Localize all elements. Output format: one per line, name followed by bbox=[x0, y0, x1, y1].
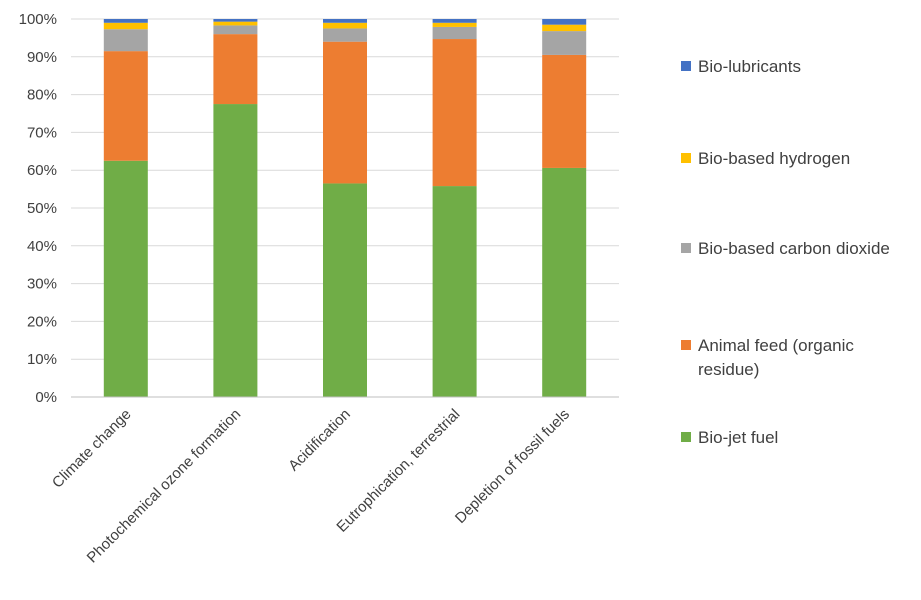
bar-segment bbox=[542, 24, 587, 32]
bar-segment bbox=[103, 19, 148, 23]
bar-segment bbox=[213, 21, 258, 26]
bar-segment bbox=[103, 160, 148, 397]
legend-label: Animal feed (organic bbox=[698, 336, 854, 355]
legend-swatch bbox=[681, 153, 691, 163]
legend-label: Bio-lubricants bbox=[698, 57, 801, 76]
y-tick-label: 30% bbox=[27, 276, 57, 293]
y-tick-label: 0% bbox=[35, 389, 57, 406]
bar-segment bbox=[323, 22, 367, 29]
bar-segment bbox=[323, 183, 367, 397]
y-tick-label: 100% bbox=[19, 11, 57, 28]
legend-swatch bbox=[681, 340, 691, 350]
y-tick-label: 40% bbox=[27, 238, 57, 255]
bar-segment bbox=[432, 26, 477, 40]
bar-segment bbox=[213, 19, 258, 22]
x-tick-label: Depletion of fossil fuels bbox=[452, 406, 573, 527]
bar-segment bbox=[432, 186, 477, 397]
legend-label: Bio-jet fuel bbox=[698, 428, 778, 447]
y-tick-label: 90% bbox=[27, 49, 57, 66]
legend-swatch bbox=[681, 243, 691, 253]
y-tick-label: 50% bbox=[27, 200, 57, 217]
bar-segment bbox=[213, 25, 258, 35]
y-tick-label: 70% bbox=[27, 124, 57, 141]
bar-segment bbox=[432, 19, 477, 23]
bar-segment bbox=[213, 34, 258, 105]
bar-segment bbox=[323, 41, 367, 184]
legend-swatch bbox=[681, 61, 691, 71]
bar-segment bbox=[432, 22, 477, 27]
y-tick-label: 80% bbox=[27, 87, 57, 104]
bar-segment bbox=[432, 39, 477, 187]
x-tick-label: Eutrophication, terrestrial bbox=[333, 406, 463, 536]
legend-label: residue) bbox=[698, 360, 759, 379]
legend-swatch bbox=[681, 432, 691, 442]
y-tick-label: 20% bbox=[27, 313, 57, 330]
y-tick-label: 10% bbox=[27, 351, 57, 368]
bar-segment bbox=[542, 19, 587, 25]
y-tick-label: 60% bbox=[27, 162, 57, 179]
bar-segment bbox=[542, 167, 587, 397]
x-tick-label: Acidification bbox=[285, 406, 354, 475]
bar-segment bbox=[103, 51, 148, 161]
legend-label: Bio-based hydrogen bbox=[698, 149, 850, 168]
bar-segment bbox=[323, 19, 367, 23]
bar-segment bbox=[542, 54, 587, 168]
bar-segment bbox=[542, 31, 587, 55]
legend-label: Bio-based carbon dioxide bbox=[698, 239, 890, 258]
bar-segment bbox=[323, 28, 367, 42]
bar-segment bbox=[213, 104, 258, 398]
bar-segment bbox=[103, 29, 148, 52]
x-tick-label: Climate change bbox=[49, 406, 135, 492]
bar-segment bbox=[103, 22, 148, 30]
